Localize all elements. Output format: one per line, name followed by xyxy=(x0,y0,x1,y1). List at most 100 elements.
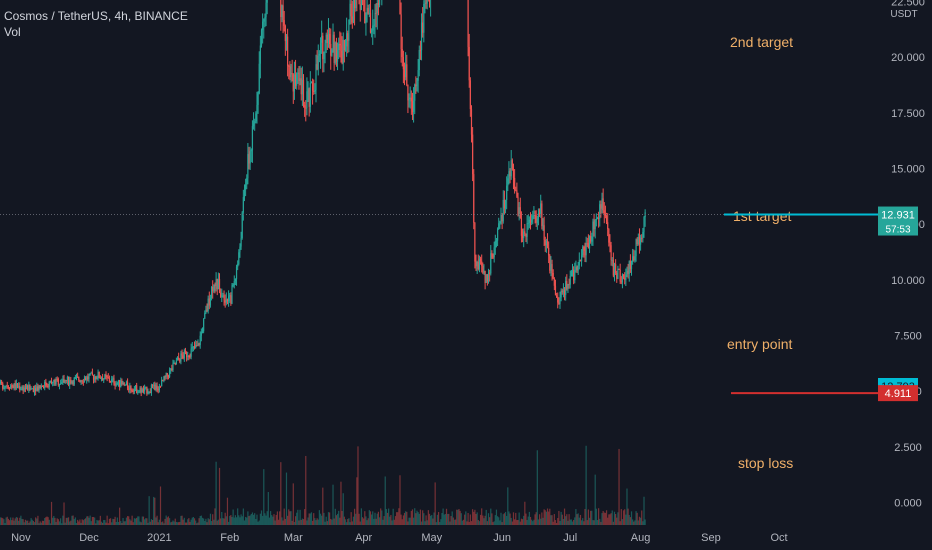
volume-bar xyxy=(588,517,591,525)
volume-bar xyxy=(95,523,97,525)
candle-body xyxy=(377,2,380,5)
candle-body xyxy=(302,79,305,106)
candle-body xyxy=(490,253,492,274)
volume-bar xyxy=(571,521,574,525)
candle-body xyxy=(126,382,129,389)
volume-bar xyxy=(557,518,559,525)
volume-bar xyxy=(444,513,446,525)
volume-bar xyxy=(356,477,358,525)
candle-body xyxy=(212,286,214,292)
candle-body xyxy=(641,237,643,239)
volume-bar xyxy=(509,513,511,525)
volume-bar xyxy=(565,516,567,525)
volume-indicator-label[interactable]: Vol xyxy=(4,25,21,39)
candle-body xyxy=(567,284,569,289)
candle-body xyxy=(221,295,223,297)
volume-bar xyxy=(142,516,145,525)
volume-bar xyxy=(360,508,362,525)
volume-bar xyxy=(598,508,600,525)
volume-bar xyxy=(353,508,356,525)
volume-bar xyxy=(58,521,61,525)
volume-bar xyxy=(16,517,19,525)
candle-body xyxy=(410,97,412,102)
volume-bar xyxy=(503,513,505,525)
volume-bar xyxy=(84,518,87,525)
candle-body xyxy=(30,388,32,390)
candle-body xyxy=(220,292,222,297)
volume-bar xyxy=(393,519,395,525)
candle-body xyxy=(538,213,541,215)
volume-bar xyxy=(81,519,83,525)
candle-body xyxy=(250,150,252,152)
volume-bar xyxy=(137,516,139,525)
volume-bar xyxy=(242,508,244,525)
candle-body xyxy=(0,381,2,383)
candle-body xyxy=(130,385,132,390)
volume-bar xyxy=(149,521,151,525)
volume-bar xyxy=(173,521,175,525)
volume-bar xyxy=(317,519,319,525)
volume-bar xyxy=(556,523,558,525)
candlesticks xyxy=(0,0,646,397)
volume-bar xyxy=(246,517,248,525)
candle-body xyxy=(487,272,490,282)
candle-body xyxy=(31,388,33,390)
candle-body xyxy=(284,25,286,42)
volume-bar xyxy=(201,517,204,525)
candle-body xyxy=(341,50,343,64)
volume-bar xyxy=(391,520,393,525)
candle-body xyxy=(405,64,407,78)
candle-body xyxy=(147,392,149,394)
candle-body xyxy=(359,4,361,10)
candle-body xyxy=(521,235,524,239)
volume-bar xyxy=(363,518,365,525)
candle-body xyxy=(94,376,96,380)
volume-bar xyxy=(427,510,429,525)
volume-bar xyxy=(492,522,494,525)
volume-bar xyxy=(603,512,605,525)
volume-bar xyxy=(0,517,2,525)
volume-bar xyxy=(477,519,479,525)
candle-body xyxy=(413,100,415,112)
volume-bar xyxy=(595,508,597,525)
volume-bar xyxy=(287,515,289,525)
symbol-title[interactable]: Cosmos / TetherUS, 4h, BINANCE xyxy=(4,9,188,23)
candle-body xyxy=(104,374,106,379)
candle-body xyxy=(506,185,508,200)
candle-body xyxy=(376,2,378,13)
candle-body xyxy=(608,229,610,243)
volume-bar xyxy=(625,514,627,525)
price-tag: 4.911 xyxy=(878,385,918,402)
candle-body xyxy=(96,378,98,380)
volume-bar xyxy=(99,515,101,525)
volume-bar xyxy=(311,520,314,525)
volume-bar xyxy=(151,519,154,525)
volume-bar xyxy=(112,518,114,525)
candle-body xyxy=(237,264,239,267)
candle-body xyxy=(82,381,84,383)
candle-body xyxy=(371,30,373,33)
volume-bar xyxy=(69,521,71,525)
candle-body xyxy=(545,241,547,246)
candle-body xyxy=(171,368,173,371)
volume-bar xyxy=(398,508,400,525)
candle-body xyxy=(90,372,92,374)
volume-bar xyxy=(31,519,33,525)
volume-bar xyxy=(600,521,602,525)
candle-body xyxy=(108,378,111,382)
candle-body xyxy=(611,259,613,261)
candle-body xyxy=(285,36,288,42)
volume-bar xyxy=(548,511,550,525)
volume-bar xyxy=(175,521,177,525)
volume-bar xyxy=(325,516,327,525)
candle-body xyxy=(419,50,422,52)
volume-bar xyxy=(593,520,595,525)
candle-body xyxy=(65,380,67,382)
candle-body xyxy=(494,240,496,248)
volume-bar xyxy=(355,513,357,525)
volume-bar xyxy=(419,509,422,525)
candle-body xyxy=(208,298,210,306)
volume-bar xyxy=(186,522,188,525)
volume-bar xyxy=(608,514,610,525)
